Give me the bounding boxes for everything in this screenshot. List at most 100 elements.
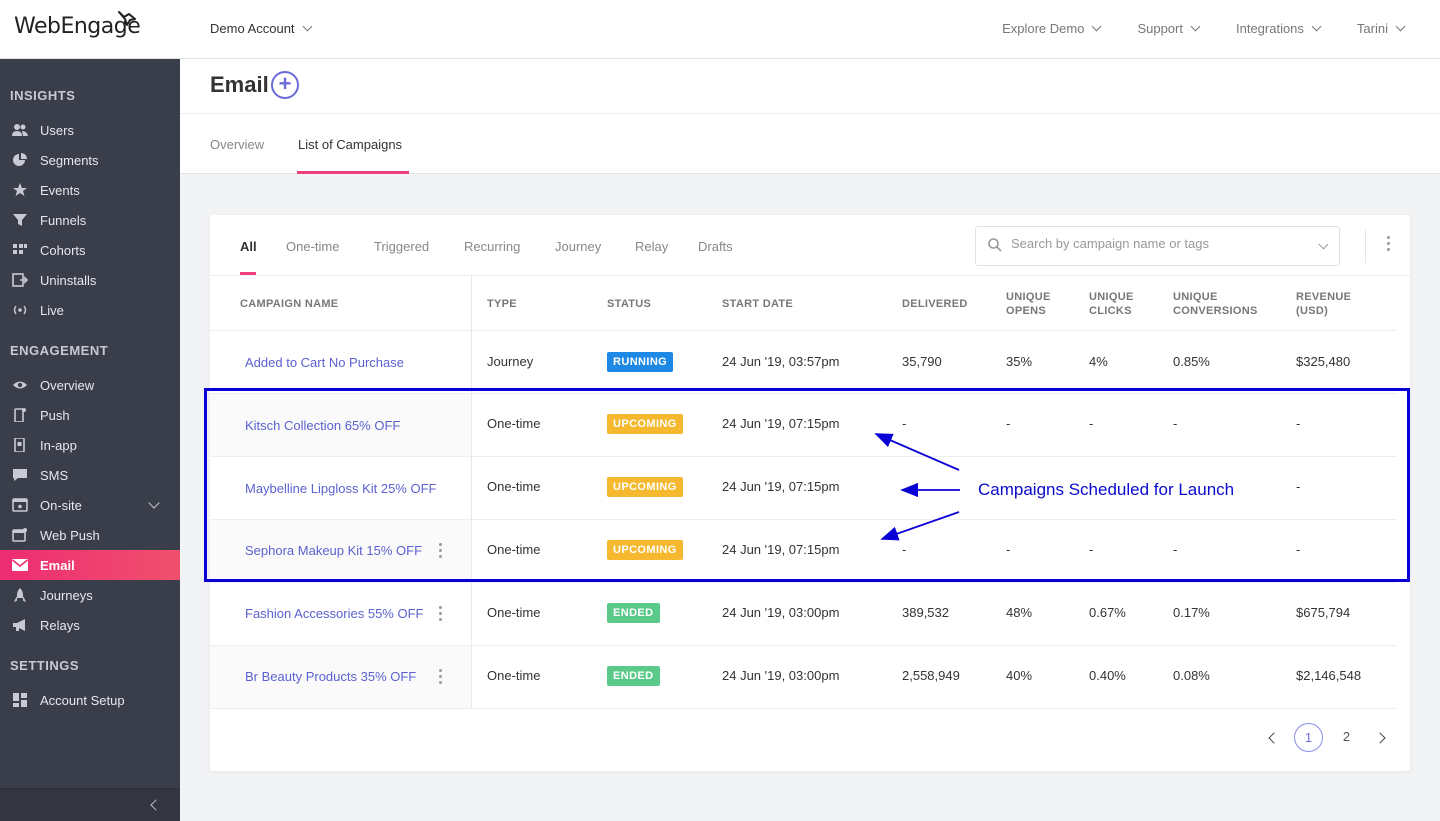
sidebar-item-sms[interactable]: SMS — [0, 460, 180, 490]
chevron-down-icon — [1190, 21, 1201, 32]
search-input[interactable] — [1011, 236, 1311, 251]
page-title: Email — [210, 72, 269, 97]
filter-tab-all[interactable]: All — [240, 239, 257, 254]
sidebar-item-segments[interactable]: Segments — [0, 145, 180, 175]
table-row[interactable]: Sephora Makeup Kit 15% OFF One-time UPCO… — [210, 520, 1396, 583]
column-header-campaign-name[interactable]: CAMPAIGN NAME — [240, 298, 339, 310]
integrations-menu[interactable]: Integrations — [1236, 21, 1322, 36]
eye-icon — [13, 381, 27, 389]
sidebar-item-events[interactable]: Events — [0, 175, 180, 205]
sidebar-item-web-push[interactable]: Web Push — [0, 520, 180, 550]
webengage-logo[interactable]: WebEngage — [14, 11, 141, 39]
tab-list-of-campaigns[interactable]: List of Campaigns — [298, 137, 403, 152]
column-header-unique-opens[interactable]: UNIQUE OPENS — [1006, 291, 1051, 317]
row-more-options-icon[interactable] — [437, 669, 443, 687]
filter-tab-journey[interactable]: Journey — [555, 239, 602, 254]
column-header-unique-conversions[interactable]: UNIQUE CONVERSIONS — [1173, 291, 1258, 317]
users-icon — [12, 124, 28, 136]
filter-tab-relay[interactable]: Relay — [635, 239, 669, 254]
sidebar-item-account-setup[interactable]: Account Setup — [0, 685, 180, 715]
revenue-value: - — [1296, 416, 1301, 431]
filter-tab-recurring[interactable]: Recurring — [464, 239, 521, 254]
sidebar: INSIGHTS Users Segments Events Funnels C… — [0, 59, 180, 821]
sidebar-item-overview[interactable]: Overview — [0, 370, 180, 400]
chevron-down-icon — [302, 21, 312, 32]
pagination-prev-icon[interactable] — [1268, 732, 1280, 744]
clicks-value: - — [1089, 416, 1094, 431]
uninstall-icon — [12, 273, 28, 287]
chevron-down-icon[interactable] — [1318, 239, 1329, 250]
expand-chevron-icon[interactable] — [148, 497, 160, 509]
create-campaign-button[interactable]: + — [271, 71, 299, 99]
pagination-next-icon[interactable] — [1374, 732, 1386, 744]
row-more-options-icon[interactable] — [437, 606, 443, 624]
header-divider — [180, 113, 1440, 114]
browser-icon — [12, 498, 28, 512]
campaign-name-link[interactable]: Sephora Makeup Kit 15% OFF — [245, 543, 423, 558]
table-row[interactable]: Added to Cart No Purchase Journey RUNNIN… — [210, 331, 1396, 394]
sidebar-item-label: Web Push — [40, 527, 100, 543]
column-header-delivered[interactable]: DELIVERED — [902, 298, 968, 310]
sidebar-item-live[interactable]: Live — [0, 295, 180, 325]
support-menu[interactable]: Support — [1137, 21, 1201, 36]
pagination-page[interactable]: 2 — [1342, 729, 1351, 744]
logo-text: WebEngage — [14, 14, 141, 39]
table-row[interactable]: Maybelline Lipgloss Kit 25% OFF One-time… — [210, 457, 1396, 520]
active-tab-indicator — [297, 171, 409, 174]
campaign-name-link[interactable]: Added to Cart No Purchase — [245, 355, 404, 370]
column-header-start-date[interactable]: START DATE — [722, 298, 794, 310]
collapse-sidebar-button[interactable] — [0, 788, 180, 821]
sidebar-item-journeys[interactable]: Journeys — [0, 580, 180, 610]
status-badge: UPCOMING — [607, 540, 683, 560]
opens-value: - — [1006, 542, 1011, 557]
campaign-type: One-time — [487, 479, 541, 494]
start-date: 24 Jun '19, 07:15pm — [722, 542, 840, 557]
sidebar-item-uninstalls[interactable]: Uninstalls — [0, 265, 180, 295]
sidebar-item-cohorts[interactable]: Cohorts — [0, 235, 180, 265]
pagination-page[interactable]: 1 — [1294, 723, 1323, 752]
sidebar-item-label: Events — [40, 182, 80, 198]
sidebar-item-label: SMS — [40, 467, 69, 483]
filter-tab-triggered[interactable]: Triggered — [374, 239, 430, 254]
revenue-value: $325,480 — [1296, 354, 1351, 369]
clicks-value: - — [1089, 542, 1094, 557]
delivered-value: 2,558,949 — [902, 668, 960, 683]
revenue-value: $2,146,548 — [1296, 668, 1362, 683]
explore-demo-menu[interactable]: Explore Demo — [1002, 21, 1102, 36]
sidebar-item-email[interactable]: Email — [0, 550, 180, 580]
tab-overview[interactable]: Overview — [210, 137, 265, 152]
column-header-revenue[interactable]: REVENUE (USD) — [1296, 291, 1352, 317]
account-name: Demo Account — [210, 21, 295, 36]
sidebar-item-label: In-app — [40, 437, 77, 453]
start-date: 24 Jun '19, 03:00pm — [722, 668, 840, 683]
column-header-type[interactable]: TYPE — [487, 298, 517, 310]
sidebar-item-in-app[interactable]: In-app — [0, 430, 180, 460]
account-switcher[interactable]: Demo Account — [210, 21, 312, 36]
filter-tab-drafts[interactable]: Drafts — [698, 239, 733, 254]
user-menu[interactable]: Tarini — [1357, 21, 1406, 36]
table-row[interactable]: Fashion Accessories 55% OFF One-time END… — [210, 583, 1396, 646]
campaign-name-link[interactable]: Maybelline Lipgloss Kit 25% OFF — [245, 481, 437, 496]
sidebar-item-push[interactable]: Push — [0, 400, 180, 430]
sidebar-item-relays[interactable]: Relays — [0, 610, 180, 640]
sidebar-item-funnels[interactable]: Funnels — [0, 205, 180, 235]
column-divider — [471, 276, 472, 709]
column-header-status[interactable]: STATUS — [607, 298, 652, 310]
campaign-search[interactable] — [975, 226, 1340, 266]
table-row[interactable]: Kitsch Collection 65% OFF One-time UPCOM… — [210, 394, 1396, 457]
campaign-name-link[interactable]: Fashion Accessories 55% OFF — [245, 606, 424, 621]
grid-icon — [13, 244, 27, 254]
column-header-unique-clicks[interactable]: UNIQUE CLICKS — [1089, 291, 1134, 317]
campaign-name-link[interactable]: Br Beauty Products 35% OFF — [245, 669, 417, 684]
row-more-options-icon[interactable] — [437, 543, 443, 561]
table-row[interactable]: Br Beauty Products 35% OFF One-time ENDE… — [210, 646, 1396, 709]
more-options-icon[interactable] — [1385, 236, 1391, 256]
sidebar-item-on-site[interactable]: On-site — [0, 490, 180, 520]
filter-tab-one-time[interactable]: One-time — [286, 239, 340, 254]
conversions-value: 0.85% — [1173, 354, 1210, 369]
campaign-name-link[interactable]: Kitsch Collection 65% OFF — [245, 418, 401, 433]
sidebar-item-users[interactable]: Users — [0, 115, 180, 145]
clicks-value: 4% — [1089, 354, 1108, 369]
status-badge: ENDED — [607, 603, 660, 623]
sidebar-item-label: Funnels — [40, 212, 87, 228]
